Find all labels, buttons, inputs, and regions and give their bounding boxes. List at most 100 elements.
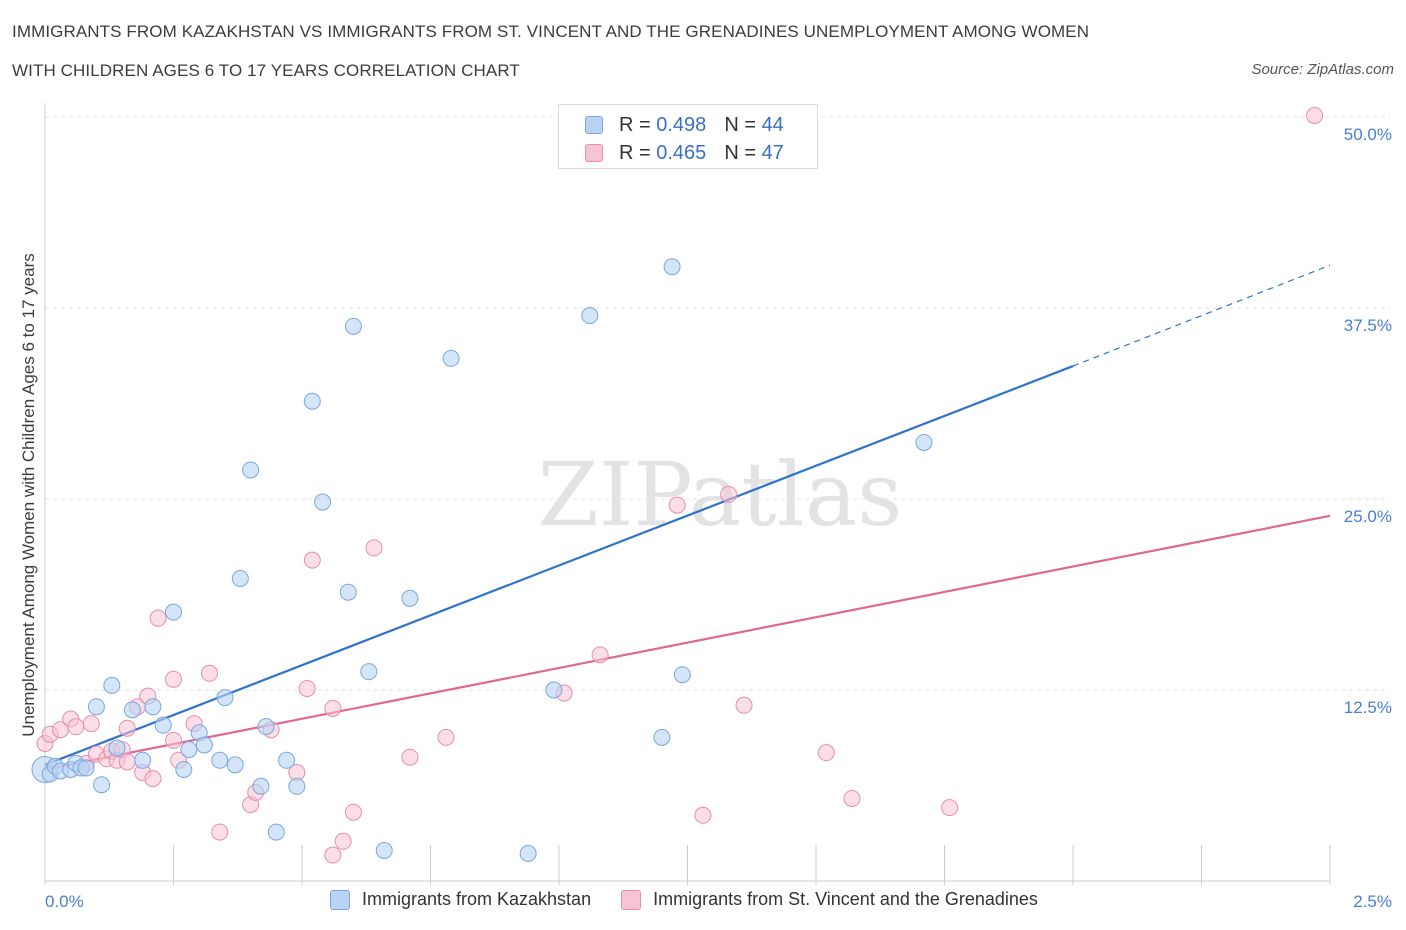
data-point-st-vincent — [344, 803, 362, 821]
data-point-st-vincent — [82, 715, 100, 733]
data-point-kazakhstan — [663, 258, 681, 276]
x-tick-label: 2.5% — [1353, 892, 1392, 911]
data-point-kazakhstan — [134, 751, 152, 769]
legend-r-label: R = — [619, 113, 651, 136]
data-point-st-vincent — [843, 789, 861, 807]
data-point-st-vincent — [67, 718, 85, 736]
legend-label-kazakhstan: Immigrants from Kazakhstan — [362, 889, 592, 909]
data-point-kazakhstan — [581, 307, 599, 325]
legend-item-kazakhstan: Immigrants from Kazakhstan — [330, 889, 591, 910]
data-point-kazakhstan — [108, 739, 126, 757]
data-point-kazakhstan — [278, 751, 296, 769]
data-point-kazakhstan — [242, 461, 260, 479]
legend-n-label: N = — [724, 113, 756, 136]
data-point-st-vincent — [365, 539, 383, 557]
y-tick-label: 37.5% — [1344, 316, 1392, 335]
data-point-st-vincent — [1306, 106, 1324, 124]
data-point-st-vincent — [303, 551, 321, 569]
data-point-st-vincent — [298, 679, 316, 697]
data-point-kazakhstan — [231, 569, 249, 587]
series-legend: Immigrants from Kazakhstan Immigrants fr… — [330, 889, 1068, 910]
y-tick-label: 25.0% — [1344, 507, 1392, 526]
data-point-kazakhstan — [216, 689, 234, 707]
data-point-kazakhstan — [401, 589, 419, 607]
trend-line-kazakhstan — [44, 365, 1074, 766]
data-point-st-vincent — [211, 823, 229, 841]
data-point-kazakhstan — [653, 728, 671, 746]
trend-line-st-vincent — [44, 514, 1331, 771]
source-label: Source: ZipAtlas.com — [1251, 61, 1394, 78]
legend-swatch-blue — [585, 116, 603, 134]
data-point-kazakhstan — [673, 666, 691, 684]
legend-swatch-pink — [621, 889, 642, 910]
data-point-kazakhstan — [77, 759, 95, 777]
data-point-st-vincent — [334, 832, 352, 850]
data-point-kazakhstan — [314, 493, 332, 511]
stats-legend: R = 0.498 N = 44 R = 0.465 N = 47 — [558, 104, 818, 169]
legend-n-label: N = — [724, 141, 756, 164]
legend-r-value: 0.465 — [656, 141, 707, 164]
data-point-kazakhstan — [442, 349, 460, 367]
legend-r-label: R = — [619, 141, 651, 164]
data-point-kazakhstan — [545, 681, 563, 699]
data-point-kazakhstan — [303, 392, 321, 410]
data-point-kazakhstan — [257, 718, 275, 736]
data-point-kazakhstan — [103, 676, 121, 694]
data-point-kazakhstan — [180, 741, 198, 759]
legend-n-value: 47 — [761, 141, 784, 164]
data-point-kazakhstan — [344, 317, 362, 335]
x-tick-label: 0.0% — [45, 892, 84, 911]
data-point-st-vincent — [817, 744, 835, 762]
data-point-kazakhstan — [195, 736, 213, 754]
chart-title-line2: WITH CHILDREN AGES 6 TO 17 YEARS CORRELA… — [12, 61, 520, 80]
legend-n-value: 44 — [761, 113, 784, 136]
data-point-st-vincent — [149, 609, 167, 627]
data-point-st-vincent — [720, 485, 738, 503]
data-point-st-vincent — [118, 753, 136, 771]
trend-extension-kazakhstan — [1072, 264, 1331, 367]
data-point-kazakhstan — [519, 844, 537, 862]
series-blue-points — [31, 258, 933, 862]
tick-labels: 12.5% 25.0% 37.5% 50.0% 0.0% 2.5% — [45, 125, 1392, 911]
y-axis-label: Unemployment Among Women with Children A… — [19, 253, 38, 737]
data-point-st-vincent — [694, 806, 712, 824]
data-point-kazakhstan — [144, 698, 162, 716]
data-point-st-vincent — [401, 748, 419, 766]
data-point-st-vincent — [591, 646, 609, 664]
legend-swatch-blue — [330, 889, 350, 910]
data-point-st-vincent — [324, 846, 342, 864]
data-point-kazakhstan — [915, 433, 933, 451]
data-point-kazakhstan — [339, 583, 357, 601]
data-point-kazakhstan — [252, 777, 270, 795]
data-point-kazakhstan — [288, 777, 306, 795]
y-tick-label: 12.5% — [1344, 698, 1392, 717]
data-point-st-vincent — [941, 799, 959, 817]
data-point-kazakhstan — [123, 701, 141, 719]
data-point-kazakhstan — [175, 760, 193, 778]
data-point-st-vincent — [437, 728, 455, 746]
watermark: ZIPatlas — [538, 443, 903, 546]
legend-r-value: 0.498 — [656, 113, 707, 136]
data-point-st-vincent — [118, 719, 136, 737]
y-tick-label: 50.0% — [1344, 125, 1392, 144]
data-point-kazakhstan — [165, 603, 182, 621]
legend-row-st-vincent: R = 0.465 N = 47 — [585, 141, 784, 165]
data-point-kazakhstan — [154, 716, 172, 734]
data-point-kazakhstan — [93, 776, 111, 794]
data-point-kazakhstan — [226, 756, 244, 774]
data-point-st-vincent — [668, 496, 686, 514]
data-point-kazakhstan — [375, 841, 393, 859]
data-point-st-vincent — [165, 731, 182, 749]
data-point-kazakhstan — [267, 823, 285, 841]
legend-item-st-vincent: Immigrants from St. Vincent and the Gren… — [621, 889, 1038, 910]
chart-title-line1: IMMIGRANTS FROM KAZAKHSTAN VS IMMIGRANTS… — [12, 22, 1090, 41]
data-point-st-vincent — [200, 664, 218, 682]
data-point-st-vincent — [735, 696, 753, 714]
grid-lines — [45, 116, 1390, 691]
data-point-kazakhstan — [87, 698, 105, 716]
data-point-st-vincent — [324, 699, 342, 717]
data-point-kazakhstan — [211, 751, 229, 769]
data-point-st-vincent — [165, 670, 182, 688]
legend-swatch-pink — [585, 144, 603, 162]
